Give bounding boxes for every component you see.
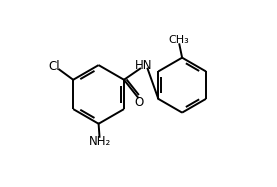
Text: CH₃: CH₃ [168, 35, 189, 45]
Text: O: O [135, 96, 144, 109]
Text: NH₂: NH₂ [89, 135, 111, 148]
Text: HN: HN [135, 59, 152, 72]
Text: Cl: Cl [49, 60, 60, 73]
